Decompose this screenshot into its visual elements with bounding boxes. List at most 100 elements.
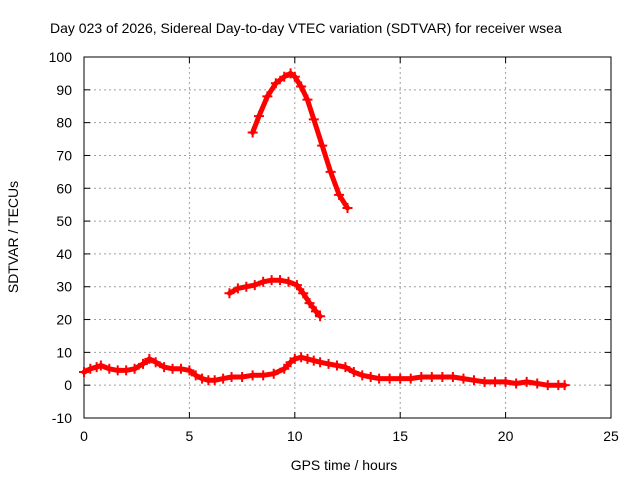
data-point — [340, 362, 351, 373]
data-point — [226, 371, 237, 382]
data-point — [247, 127, 258, 138]
data-point — [479, 376, 490, 387]
x-axis: 0 5 10 15 20 25 — [80, 57, 619, 444]
data-point — [121, 365, 132, 376]
data-point — [85, 363, 96, 374]
y-tick-label: 90 — [56, 82, 72, 98]
x-tick-label: 15 — [392, 428, 408, 444]
data-point — [266, 275, 277, 286]
data-point — [268, 368, 279, 379]
data-point — [218, 373, 229, 384]
y-axis: -10 0 10 20 30 40 50 60 70 80 90 100 — [49, 49, 611, 426]
data-point — [315, 311, 326, 322]
data-point — [325, 166, 336, 177]
y-tick-label: -10 — [52, 410, 72, 426]
data-point — [342, 202, 353, 213]
y-tick-label: 20 — [56, 312, 72, 328]
data-point — [365, 371, 376, 382]
data-point — [129, 363, 140, 374]
data-point — [416, 371, 427, 382]
data-point — [304, 298, 315, 309]
data-point — [334, 189, 345, 200]
data-point — [395, 373, 406, 384]
data-point — [79, 367, 89, 378]
y-tick-label: 80 — [56, 115, 72, 131]
data-point — [331, 360, 342, 371]
data-point — [237, 371, 248, 382]
chart-title: Day 023 of 2026, Sidereal Day-to-day VTE… — [50, 20, 562, 36]
data-point — [542, 380, 553, 391]
data-point — [374, 373, 385, 384]
data-point — [175, 363, 186, 374]
data-point — [197, 373, 208, 384]
data-point — [167, 363, 178, 374]
data-point — [348, 367, 359, 378]
data-point — [315, 357, 326, 368]
series-middle-arc — [224, 275, 326, 322]
data-point — [521, 376, 532, 387]
data-point — [302, 353, 313, 364]
data-point — [323, 358, 334, 369]
data-point — [190, 370, 201, 381]
plot-frame — [83, 56, 612, 419]
y-tick-label: 100 — [49, 49, 73, 65]
x-tick-label: 25 — [603, 428, 619, 444]
x-tick-label: 20 — [498, 428, 514, 444]
series-line — [227, 277, 323, 319]
data-point — [144, 353, 155, 364]
data-point — [289, 353, 300, 364]
data-point — [138, 358, 149, 369]
data-point — [258, 370, 269, 381]
data-point — [308, 355, 319, 366]
data-point — [209, 375, 220, 386]
data-point — [317, 140, 328, 151]
x-tick-label: 10 — [287, 428, 303, 444]
x-tick-label: 0 — [80, 428, 88, 444]
series-upper-arc — [247, 68, 353, 213]
data-point — [249, 280, 260, 291]
y-tick-label: 0 — [64, 377, 72, 393]
data-point — [279, 363, 290, 374]
data-point — [289, 71, 300, 82]
data-point — [253, 111, 264, 122]
data-series — [79, 68, 570, 391]
data-point — [357, 370, 368, 381]
y-axis-label: SDTVAR / TECUs — [5, 181, 21, 293]
y-tick-label: 10 — [56, 344, 72, 360]
data-point — [247, 370, 258, 381]
data-point — [405, 373, 416, 384]
data-point — [468, 375, 479, 386]
series-low-band — [79, 352, 570, 391]
data-point — [104, 363, 115, 374]
data-point — [270, 78, 281, 89]
data-point — [159, 362, 170, 373]
data-point — [559, 380, 570, 391]
data-point — [258, 276, 269, 287]
data-point — [262, 91, 273, 102]
data-point — [296, 352, 307, 363]
y-tick-label: 30 — [56, 279, 72, 295]
data-point — [500, 376, 511, 387]
data-point — [384, 373, 395, 384]
data-point — [95, 360, 106, 371]
data-point — [437, 371, 448, 382]
data-point — [283, 276, 294, 287]
data-point — [296, 81, 307, 92]
y-tick-label: 60 — [56, 180, 72, 196]
data-point — [184, 365, 195, 376]
data-point — [426, 371, 437, 382]
y-tick-label: 40 — [56, 246, 72, 262]
data-point — [308, 114, 319, 125]
data-point — [279, 71, 290, 82]
data-point — [490, 376, 501, 387]
data-point — [302, 94, 313, 105]
data-point — [150, 357, 161, 368]
x-tick-label: 5 — [186, 428, 194, 444]
series-line — [250, 70, 350, 211]
data-point — [232, 283, 243, 294]
y-tick-label: 50 — [56, 213, 72, 229]
data-point — [224, 288, 235, 299]
data-point — [458, 373, 469, 384]
data-point — [275, 275, 286, 286]
data-point — [112, 365, 123, 376]
